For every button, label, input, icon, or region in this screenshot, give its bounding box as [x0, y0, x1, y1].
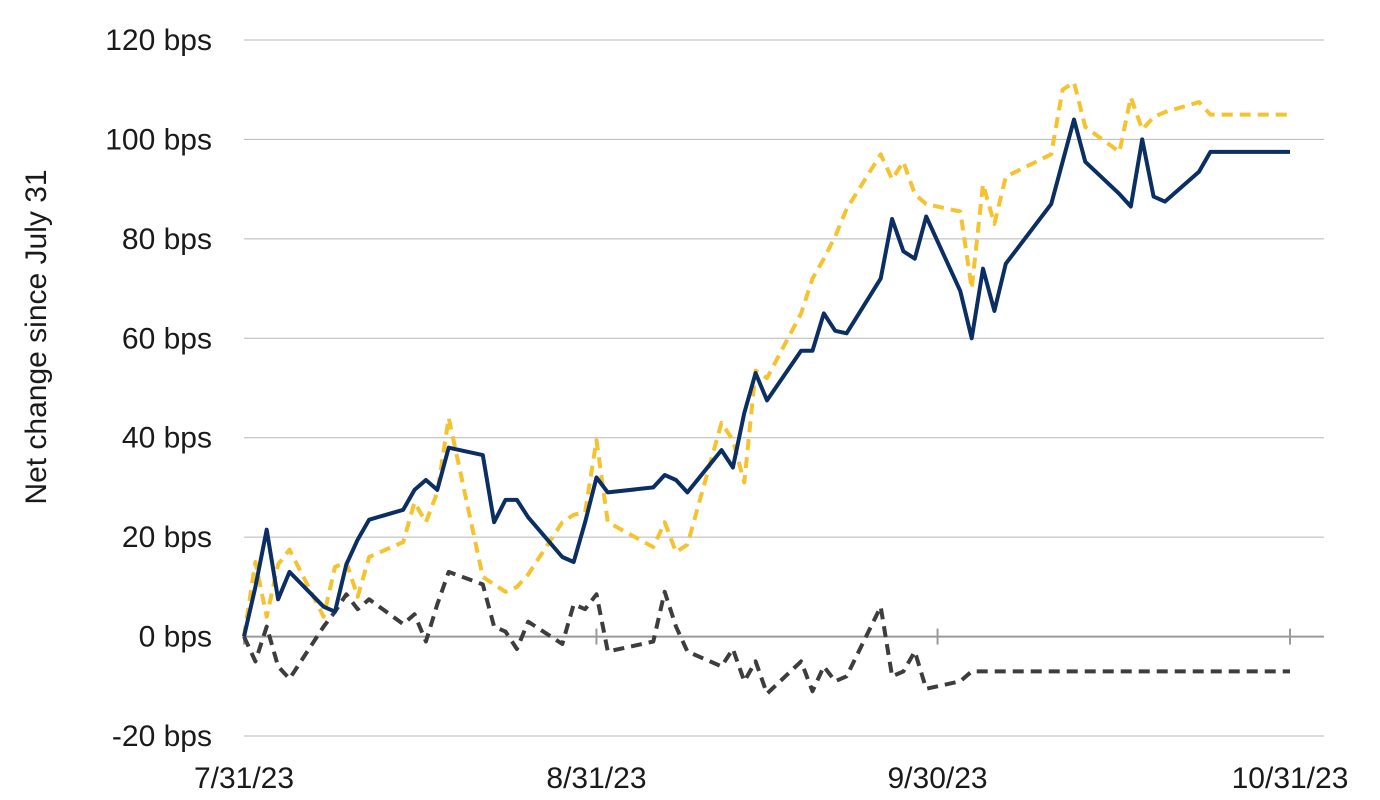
y-axis-title: Net change since July 31: [20, 169, 53, 504]
y-axis-tick-labels: -20 bps 0 bps 20 bps 40 bps 60 bps 80 bps 100 …: [105, 24, 212, 753]
y-tick-label: 100 bps: [105, 123, 212, 156]
y-tick-label: 0 bps: [139, 621, 212, 654]
series-line-1: [242, 117, 1290, 638]
x-tick-label: 10/31/23: [1232, 762, 1349, 795]
x-axis-tick-labels: 7/31/23 8/31/23 9/30/23 10/31/23: [194, 762, 1348, 795]
series-line-3: [242, 569, 1290, 696]
y-tick-label: 40 bps: [122, 422, 212, 455]
x-tick-label: 8/31/23: [546, 762, 646, 795]
y-tick-label: 80 bps: [122, 223, 212, 256]
y-tick-label: -20 bps: [112, 720, 212, 753]
y-tick-label: 20 bps: [122, 521, 212, 554]
x-tick-label: 9/30/23: [887, 762, 987, 795]
series-lines: [242, 80, 1290, 696]
y-tick-label: 60 bps: [122, 322, 212, 355]
x-tick-label: 7/31/23: [194, 762, 294, 795]
x-axis-baseline: [243, 628, 1324, 645]
gridlines: [244, 39, 1324, 737]
series-line-2: [242, 80, 1290, 637]
y-tick-label: 120 bps: [105, 24, 212, 57]
